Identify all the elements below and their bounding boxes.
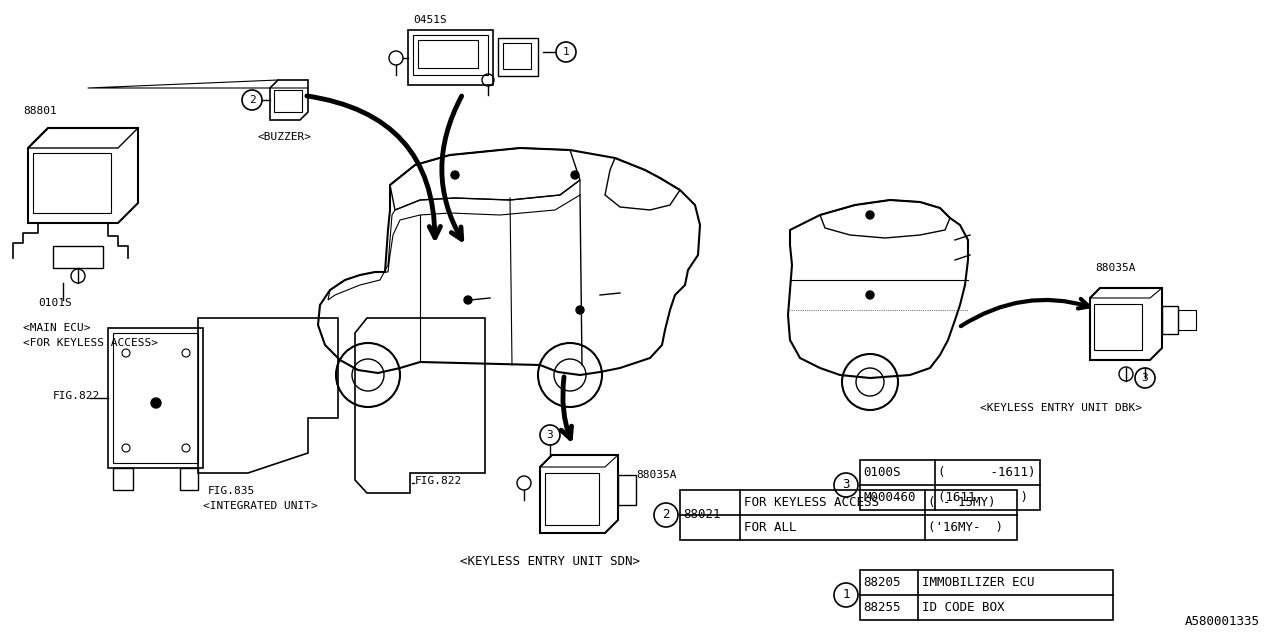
- Text: FIG.822: FIG.822: [415, 476, 462, 486]
- Text: 1: 1: [563, 47, 570, 57]
- Text: 88035A: 88035A: [636, 470, 677, 480]
- Text: 88255: 88255: [863, 601, 901, 614]
- Text: M000460: M000460: [863, 491, 915, 504]
- Text: FOR ALL: FOR ALL: [744, 521, 796, 534]
- Bar: [545, 473, 599, 525]
- Bar: [618, 475, 636, 505]
- Circle shape: [151, 398, 161, 408]
- Text: <MAIN ECU>: <MAIN ECU>: [23, 323, 91, 333]
- Text: ID CODE BOX: ID CODE BOX: [922, 601, 1005, 614]
- Circle shape: [867, 211, 874, 219]
- Bar: [33, 153, 111, 213]
- Circle shape: [867, 291, 874, 299]
- Text: FIG.822: FIG.822: [52, 391, 100, 401]
- Text: 3: 3: [547, 430, 553, 440]
- Text: (1611-     ): (1611- ): [938, 491, 1028, 504]
- Bar: [113, 468, 133, 490]
- Text: A580001335: A580001335: [1185, 615, 1260, 628]
- Bar: [274, 90, 302, 112]
- Bar: [52, 246, 102, 268]
- Bar: [413, 35, 488, 75]
- Text: 88035A: 88035A: [1094, 263, 1135, 273]
- FancyArrowPatch shape: [442, 96, 462, 239]
- Text: 0451S: 0451S: [413, 15, 447, 25]
- Circle shape: [451, 171, 460, 179]
- Text: 3: 3: [1142, 373, 1148, 383]
- Bar: [113, 333, 198, 463]
- Bar: [108, 328, 204, 468]
- Bar: [180, 468, 198, 490]
- Text: 88021: 88021: [684, 509, 721, 522]
- Text: 0101S: 0101S: [38, 298, 72, 308]
- Text: <KEYLESS ENTRY UNIT SDN>: <KEYLESS ENTRY UNIT SDN>: [460, 555, 640, 568]
- Text: <INTEGRATED UNIT>: <INTEGRATED UNIT>: [204, 501, 317, 511]
- Text: 1: 1: [842, 589, 850, 602]
- Bar: [419, 40, 477, 68]
- Bar: [498, 38, 538, 76]
- Text: ('16MY-  ): ('16MY- ): [928, 521, 1004, 534]
- Text: (      -1611): ( -1611): [938, 466, 1036, 479]
- Bar: [860, 570, 1114, 620]
- Circle shape: [576, 306, 584, 314]
- Bar: [860, 460, 1039, 510]
- Text: <FOR KEYLESS ACCESS>: <FOR KEYLESS ACCESS>: [23, 338, 157, 348]
- Bar: [1094, 304, 1142, 350]
- FancyArrowPatch shape: [561, 377, 572, 438]
- Text: 2: 2: [248, 95, 256, 105]
- Circle shape: [465, 296, 472, 304]
- FancyArrowPatch shape: [307, 96, 440, 237]
- Bar: [1178, 310, 1196, 330]
- Bar: [680, 490, 1018, 540]
- Text: <BUZZER>: <BUZZER>: [259, 132, 312, 142]
- FancyArrowPatch shape: [961, 299, 1089, 326]
- Text: IMMOBILIZER ECU: IMMOBILIZER ECU: [922, 576, 1034, 589]
- Text: 3: 3: [842, 479, 850, 492]
- Text: 2: 2: [662, 509, 669, 522]
- Text: 88205: 88205: [863, 576, 901, 589]
- Text: ( -'15MY): ( -'15MY): [928, 496, 996, 509]
- Circle shape: [571, 171, 579, 179]
- Bar: [1162, 306, 1178, 334]
- Text: FIG.835: FIG.835: [207, 486, 255, 496]
- Bar: [408, 30, 493, 85]
- Text: <KEYLESS ENTRY UNIT DBK>: <KEYLESS ENTRY UNIT DBK>: [980, 403, 1142, 413]
- Text: 88801: 88801: [23, 106, 56, 116]
- Bar: [503, 43, 531, 69]
- Text: FOR KEYLESS ACCESS: FOR KEYLESS ACCESS: [744, 496, 879, 509]
- Text: 0100S: 0100S: [863, 466, 901, 479]
